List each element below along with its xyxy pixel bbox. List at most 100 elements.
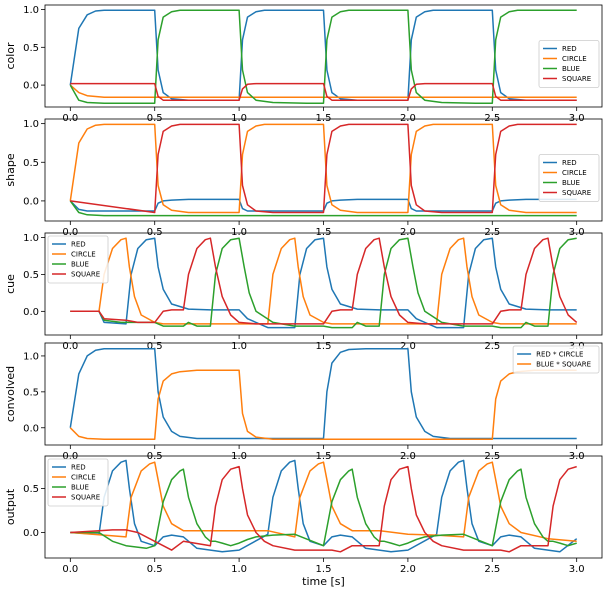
legend-box <box>512 345 600 374</box>
legend-label: BLUE <box>562 65 580 73</box>
series-line-circle <box>70 461 577 543</box>
series-line-blue <box>70 468 577 550</box>
y-tick-label: 0.5 <box>23 43 39 54</box>
y-axis-label: output <box>4 488 17 525</box>
x-tick-label: 0.5 <box>147 113 163 124</box>
y-tick-label: 1.0 <box>23 119 39 130</box>
x-tick-label: 2.5 <box>484 227 500 238</box>
x-tick-label: 1.0 <box>231 451 247 462</box>
legend-box <box>538 154 600 202</box>
x-tick-label: 0.5 <box>147 341 163 352</box>
series-line-circle <box>70 237 577 325</box>
legend-box <box>47 235 109 284</box>
plot-frame <box>44 342 603 446</box>
legend: RED CIRCLE BLUE SQUARE <box>47 235 109 284</box>
y-tick-label: 0.0 <box>23 81 39 92</box>
series-group <box>69 123 577 217</box>
legend-label: BLUE <box>71 484 89 492</box>
x-tick-label: 0.0 <box>62 341 78 352</box>
legend-label: SQUARE <box>562 75 591 83</box>
series-line-square <box>70 123 577 214</box>
y-tick-label: 0.5 <box>23 484 39 495</box>
y-tick-label: 1.0 <box>23 233 39 244</box>
x-tick-label: 0.5 <box>147 564 163 575</box>
legend: RED CIRCLE BLUE SQUARE <box>47 458 109 507</box>
x-tick-label: 2.0 <box>400 451 416 462</box>
legend-label: CIRCLE <box>71 251 96 259</box>
x-tick-label: 2.0 <box>400 564 416 575</box>
legend-label: RED <box>562 45 577 53</box>
y-tick-label: 0.0 <box>23 307 39 318</box>
subplot-cue: 0.00.51.01.52.02.53.00.00.51.0cueREDCIRC… <box>4 232 603 352</box>
x-tick-label: 3.0 <box>569 451 585 462</box>
series-line-circle <box>69 123 577 214</box>
y-tick-label: 0.0 <box>23 196 39 207</box>
y-tick-label: 0.5 <box>23 387 39 398</box>
x-tick-label: 1.0 <box>231 227 247 238</box>
y-axis-label: convolved <box>4 366 17 422</box>
x-tick-label: 2.5 <box>484 341 500 352</box>
x-tick-label: 2.0 <box>400 341 416 352</box>
x-tick-label: 1.5 <box>316 227 332 238</box>
legend: RED * CIRCLE BLUE * SQUARE <box>512 345 600 374</box>
x-tick-label: 2.5 <box>484 564 500 575</box>
subplot-convolved: 0.0 0.5 1.0 1.5 2.0 2.5 3.0 0.0 0.5 1.0 convolved R… <box>4 342 603 462</box>
y-tick-label: 1.0 <box>23 351 39 362</box>
x-tick-label: 0.5 <box>147 227 163 238</box>
legend-box <box>47 458 109 507</box>
x-tick-label: 0.0 <box>62 451 78 462</box>
series-group <box>70 459 578 553</box>
legend-label: BLUE * SQUARE <box>536 361 591 369</box>
series-line-blue-square <box>69 369 577 441</box>
series-group <box>69 347 577 441</box>
legend-label: CIRCLE <box>562 169 587 177</box>
x-tick-label: 3.0 <box>569 227 585 238</box>
series-line-red <box>70 237 577 329</box>
legend-label: SQUARE <box>71 494 100 502</box>
x-tick-label: 2.0 <box>400 113 416 124</box>
legend-label: RED * CIRCLE <box>536 351 583 359</box>
subplot-color: 0.0 0.5 1.0 1.5 2.0 2.5 3.0 0.0 0.5 1.0 color RED CI… <box>4 4 603 124</box>
series-line-circle <box>69 84 577 98</box>
legend: RED CIRCLE BLUE SQUARE <box>538 154 600 202</box>
series-line-square <box>70 82 577 101</box>
y-tick-label: 1.0 <box>23 5 39 16</box>
y-tick-label: 0.5 <box>23 158 39 169</box>
legend-label: SQUARE <box>562 189 591 197</box>
x-tick-label: 1.5 <box>316 451 332 462</box>
x-tick-label: 0.5 <box>147 451 163 462</box>
y-tick-label: 0.5 <box>23 270 39 281</box>
series-group <box>69 9 577 104</box>
legend-box <box>538 40 600 88</box>
y-axis-label: cue <box>4 274 17 294</box>
x-tick-label: 3.0 <box>569 113 585 124</box>
x-tick-label: 2.5 <box>484 451 500 462</box>
legend-label: BLUE <box>562 179 580 187</box>
y-axis-label: color <box>4 42 17 70</box>
y-tick-label: 0.0 <box>23 528 39 539</box>
x-tick-label: 1.0 <box>231 564 247 575</box>
series-line-square <box>70 465 577 553</box>
x-tick-label: 2.0 <box>400 227 416 238</box>
series-line-red-circle <box>69 347 577 440</box>
x-tick-label: 3.0 <box>569 564 585 575</box>
series-line-red <box>70 459 578 553</box>
subplot-shape: 0.0 0.5 1.0 1.5 2.0 2.5 3.0 0.0 0.5 1.0 shape RED CI… <box>4 118 603 238</box>
plot-frame <box>44 118 603 222</box>
x-tick-label: 0.0 <box>62 113 78 124</box>
legend-label: RED <box>71 464 86 472</box>
legend-label: CIRCLE <box>562 55 587 63</box>
series-group <box>70 237 578 329</box>
x-tick-label: 0.0 <box>62 564 78 575</box>
plot-frame <box>44 455 603 559</box>
plot-frame <box>44 232 603 336</box>
x-tick-label: 0.0 <box>62 227 78 238</box>
legend: RED CIRCLE BLUE SQUARE <box>538 40 600 88</box>
legend-label: RED <box>562 159 577 167</box>
x-tick-label: 1.5 <box>316 564 332 575</box>
series-line-square <box>70 237 578 325</box>
series-line-blue <box>69 9 577 104</box>
legend-label: RED <box>71 241 86 249</box>
legend-label: CIRCLE <box>71 474 96 482</box>
